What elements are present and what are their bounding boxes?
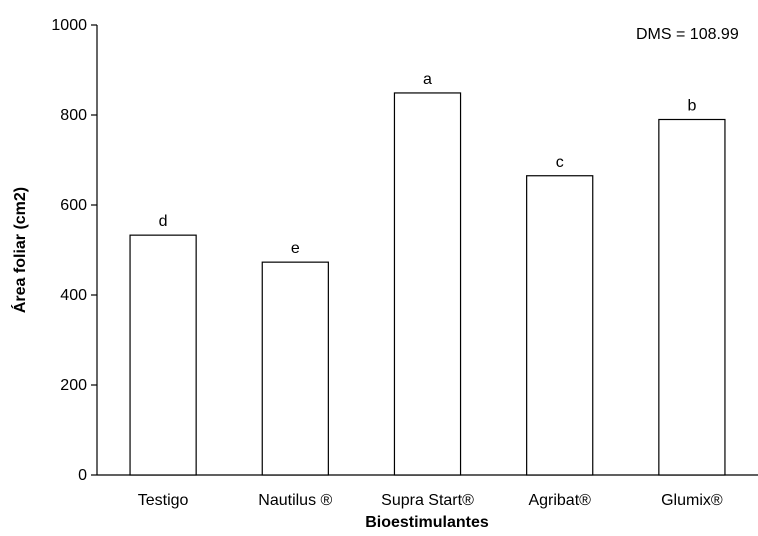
category-labels: Testigo Nautilus ® Supra Start® Agribat® Glu… <box>138 492 723 509</box>
category-label: Supra Start® <box>381 492 474 509</box>
significance-letter: e <box>291 240 300 257</box>
y-tick-label: 400 <box>60 287 87 304</box>
y-tick-label: 800 <box>60 107 87 124</box>
y-tick-label: 200 <box>60 377 87 394</box>
category-label: Nautilus ® <box>258 492 332 509</box>
significance-labels: d e a c b <box>159 71 697 257</box>
bars <box>129 92 726 476</box>
bar-0 <box>129 234 197 476</box>
bar-4 <box>658 118 726 476</box>
significance-letter: b <box>687 98 696 115</box>
y-tick-label: 0 <box>78 467 87 484</box>
dms-annotation: DMS = 108.99 <box>636 26 739 43</box>
significance-letter: a <box>423 71 432 88</box>
significance-letter: c <box>556 154 564 171</box>
y-tick-label: 1000 <box>51 17 87 34</box>
bar-2 <box>393 92 462 476</box>
y-tick-label: 600 <box>60 197 87 214</box>
bar-3 <box>526 175 594 476</box>
y-axis-title: Área foliar (cm2) <box>10 187 29 313</box>
significance-letter: d <box>159 213 168 230</box>
category-label: Agribat® <box>528 492 591 509</box>
y-ticks: 0 200 400 600 800 1000 <box>51 17 97 484</box>
x-axis-title: Bioestimulantes <box>365 514 489 531</box>
category-label: Testigo <box>138 492 189 509</box>
category-label: Glumix® <box>661 492 723 509</box>
bar-1 <box>261 261 329 476</box>
